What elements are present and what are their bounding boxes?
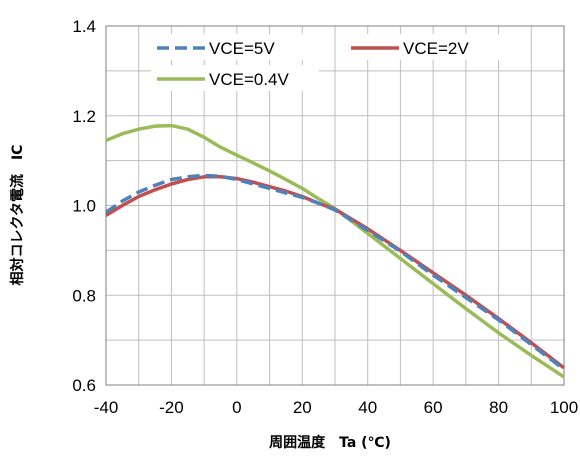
x-tick-label: 60 bbox=[424, 398, 443, 417]
x-axis-title: 周囲温度 Ta (℃) bbox=[269, 434, 391, 451]
x-tick-label: 0 bbox=[232, 398, 241, 417]
x-tick-label: 80 bbox=[489, 398, 508, 417]
y-axis-title: 相対コレクタ電流 IC bbox=[9, 145, 26, 286]
legend-label: VCE=0.4V bbox=[209, 70, 290, 89]
series-line bbox=[105, 173, 566, 371]
x-tick-label: 40 bbox=[358, 398, 377, 417]
y-tick-label: 0.6 bbox=[72, 376, 96, 395]
legend-label: VCE=5V bbox=[209, 39, 275, 58]
tick-labels: -40 -20 0 20 40 60 80 100 0.6 0.8 1.0 1.2 1.4 bbox=[72, 17, 578, 417]
x-tick-label: 20 bbox=[293, 398, 312, 417]
x-tick-label: -20 bbox=[159, 398, 184, 417]
plot-frame bbox=[105, 25, 565, 386]
series-layer bbox=[105, 123, 566, 379]
legend-label: VCE=2V bbox=[403, 39, 469, 58]
x-tick-label: -40 bbox=[94, 398, 119, 417]
y-tick-label: 0.8 bbox=[72, 286, 96, 305]
legend: VCE=5V VCE=2V VCE=0.4V bbox=[151, 34, 513, 91]
y-tick-label: 1.2 bbox=[72, 107, 96, 126]
series-line bbox=[105, 123, 565, 379]
x-tick-label: 100 bbox=[550, 398, 578, 417]
y-tick-label: 1.4 bbox=[72, 17, 96, 36]
axes bbox=[105, 25, 565, 386]
y-tick-label: 1.0 bbox=[72, 197, 96, 216]
